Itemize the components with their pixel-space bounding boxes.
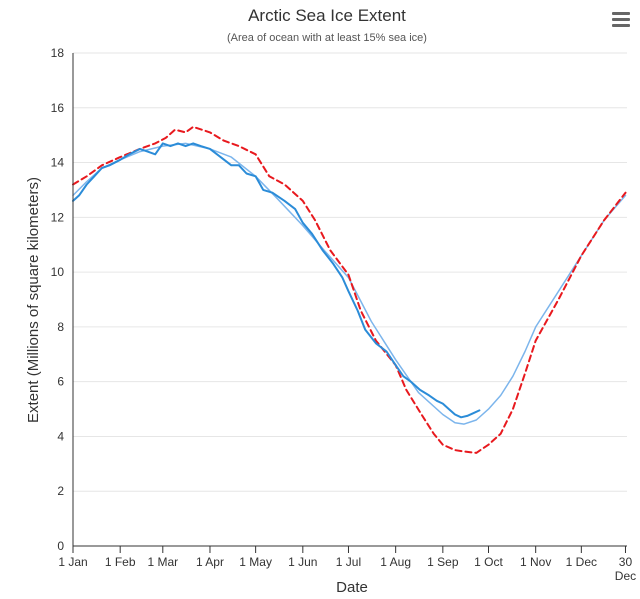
chart-subtitle: (Area of ocean with at least 15% sea ice… xyxy=(227,32,427,44)
x-tick-label: 1 Feb xyxy=(105,555,136,569)
y-tick-label: 14 xyxy=(51,156,65,170)
x-tick-label: 1 Dec xyxy=(566,555,597,569)
x-tick-label: 1 Oct xyxy=(474,555,503,569)
y-tick-label: 10 xyxy=(51,265,65,279)
x-tick-label-line2: Dec xyxy=(615,569,636,583)
hamburger-menu-icon[interactable] xyxy=(612,12,630,28)
x-axis-ticks: 1 Jan 1 Feb 1 Mar 1 Apr 1 May 1 Jun 1 Jul 1 Aug… xyxy=(58,546,636,583)
y-tick-label: 6 xyxy=(57,375,64,389)
series-line-3 xyxy=(72,142,481,419)
series-line-1 xyxy=(72,142,627,425)
x-tick-label: 1 Aug xyxy=(380,555,411,569)
x-tick-label: 1 Mar xyxy=(147,555,178,569)
y-tick-label: 8 xyxy=(57,320,64,334)
y-tick-label: 4 xyxy=(57,429,64,443)
x-axis-label: Date xyxy=(336,579,368,596)
x-tick-label: 1 Sep xyxy=(427,555,459,569)
x-tick-label: 1 Jun xyxy=(288,555,317,569)
y-axis-label: Extent (Millions of square kilometers) xyxy=(25,177,42,423)
y-tick-label: 12 xyxy=(51,210,65,224)
y-tick-label: 18 xyxy=(51,46,65,60)
y-axis-ticks: 0 2 4 6 8 10 12 14 16 18 xyxy=(51,46,65,553)
x-tick-label: 1 Nov xyxy=(520,555,551,569)
x-tick-label: 30 xyxy=(619,555,633,569)
x-tick-label: 1 Apr xyxy=(196,555,224,569)
series-line-2 xyxy=(72,125,627,454)
y-tick-label: 0 xyxy=(57,539,64,553)
series-lines xyxy=(72,125,627,454)
y-tick-label: 16 xyxy=(51,101,65,115)
x-tick-label: 1 Jan xyxy=(58,555,87,569)
grid-lines xyxy=(73,52,627,492)
axes xyxy=(72,53,627,547)
x-tick-label: 1 Jul xyxy=(336,555,361,569)
y-tick-label: 2 xyxy=(57,484,64,498)
chart-title: Arctic Sea Ice Extent xyxy=(248,6,406,25)
x-tick-label: 1 May xyxy=(239,555,272,569)
